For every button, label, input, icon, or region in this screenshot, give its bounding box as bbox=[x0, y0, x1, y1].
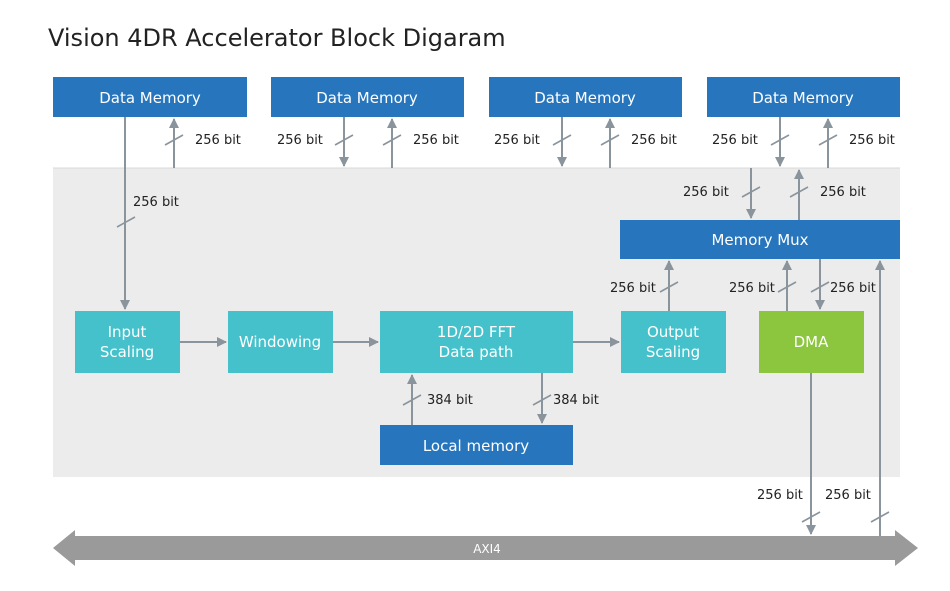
windowing: Windowing bbox=[228, 311, 333, 373]
label-dm4-up: 256 bit bbox=[849, 133, 895, 148]
axi4-bus: AXI4 bbox=[53, 530, 918, 566]
data-memory-3-label: Data Memory bbox=[534, 89, 636, 107]
label-bus-to-mux: 256 bit bbox=[825, 488, 871, 503]
label-dm3-down: 256 bit bbox=[494, 133, 540, 148]
dma-label: DMA bbox=[794, 333, 829, 351]
local-memory: Local memory bbox=[380, 425, 573, 465]
output-scaling-label-2: Scaling bbox=[646, 343, 700, 361]
label-mux-down: 256 bit bbox=[683, 185, 729, 200]
data-memory-2-label: Data Memory bbox=[316, 89, 418, 107]
label-dm1-to-input: 256 bit bbox=[133, 195, 179, 210]
local-memory-label: Local memory bbox=[423, 437, 529, 455]
data-memory-3: Data Memory bbox=[489, 77, 682, 117]
label-dm2-down: 256 bit bbox=[277, 133, 323, 148]
connections: 256 bit 256 bit 256 bit 256 bit 256 bit … bbox=[116, 117, 895, 536]
data-memory-4-label: Data Memory bbox=[752, 89, 854, 107]
input-scaling-label-2: Scaling bbox=[100, 343, 154, 361]
label-output-to-mux: 256 bit bbox=[610, 281, 656, 296]
label-dm4-down: 256 bit bbox=[712, 133, 758, 148]
label-dma-to-mux: 256 bit bbox=[729, 281, 775, 296]
diagram-title: Vision 4DR Accelerator Block Digaram bbox=[48, 24, 506, 52]
label-mux-to-dma: 256 bit bbox=[830, 281, 876, 296]
output-scaling: Output Scaling bbox=[621, 311, 726, 373]
output-scaling-label-1: Output bbox=[647, 323, 699, 341]
label-dm2-up: 256 bit bbox=[413, 133, 459, 148]
fft-label-1: 1D/2D FFT bbox=[437, 323, 516, 341]
data-memory-2: Data Memory bbox=[271, 77, 464, 117]
label-dma-to-bus: 256 bit bbox=[757, 488, 803, 503]
fft-data-path: 1D/2D FFT Data path bbox=[380, 311, 573, 373]
label-dm1-up: 256 bit bbox=[195, 133, 241, 148]
label-mux-up: 256 bit bbox=[820, 185, 866, 200]
data-memory-1: Data Memory bbox=[53, 77, 247, 117]
input-scaling: Input Scaling bbox=[75, 311, 180, 373]
windowing-label: Windowing bbox=[239, 333, 321, 351]
axi4-label: AXI4 bbox=[473, 542, 501, 556]
memory-mux: Memory Mux bbox=[620, 220, 900, 259]
fft-label-2: Data path bbox=[439, 343, 514, 361]
memory-mux-label: Memory Mux bbox=[711, 231, 808, 249]
label-dm3-up: 256 bit bbox=[631, 133, 677, 148]
dma: DMA bbox=[759, 311, 864, 373]
data-memory-4: Data Memory bbox=[707, 77, 900, 117]
label-local-to-fft: 384 bit bbox=[427, 393, 473, 408]
input-scaling-label-1: Input bbox=[108, 323, 147, 341]
label-fft-to-local: 384 bit bbox=[553, 393, 599, 408]
data-memory-1-label: Data Memory bbox=[99, 89, 201, 107]
